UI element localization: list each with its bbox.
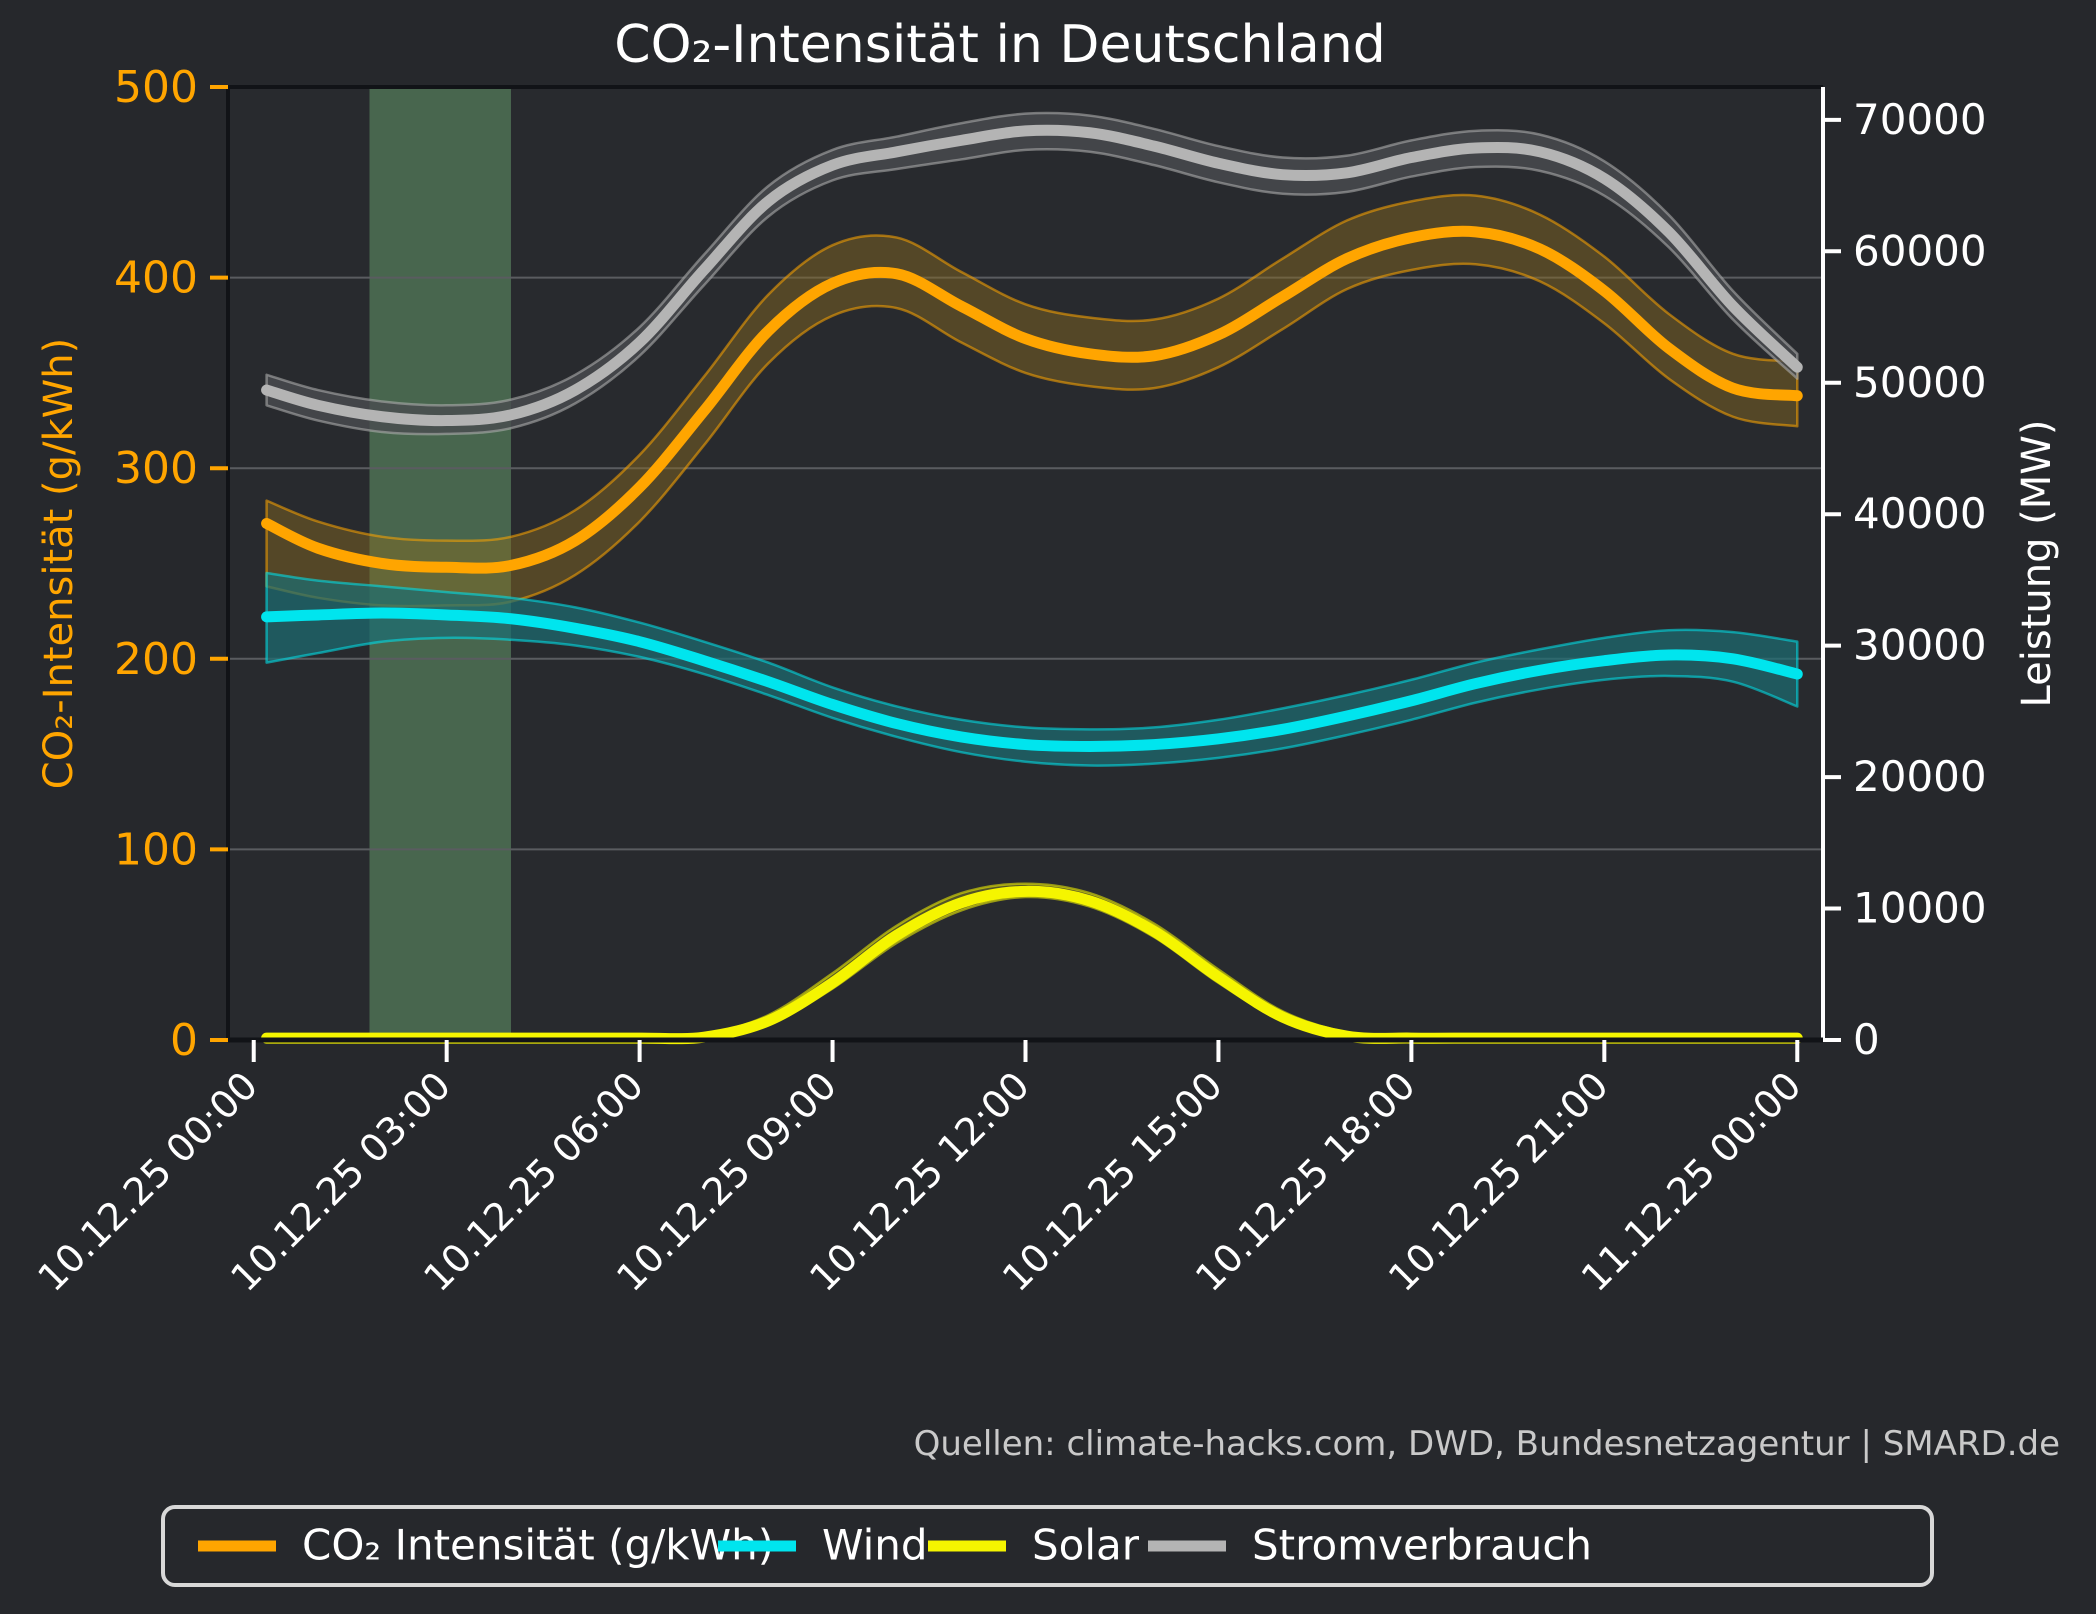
legend-label-3[interactable]: Solar [1032,1521,1140,1570]
y-tick-label-left-5: 500 [114,62,198,113]
y-tick-label-left-1: 100 [114,824,198,875]
y-axis-title-right: Leistung (MW) [2014,420,2060,708]
legend-box [161,1505,1934,1587]
y-tick-label-right-1: 10000 [1853,884,1987,933]
legend-label-1[interactable]: CO₂ Intensität (g/kWh) [302,1521,774,1570]
y-tick-label-right-4: 40000 [1853,489,1987,538]
y-tick-label-right-0: 0 [1853,1015,1880,1064]
series-line-2 [261,607,1803,752]
y-tick-label-left-2: 200 [114,634,198,685]
series-line-1 [261,225,1803,574]
legend-label-4[interactable]: Stromverbrauch [1252,1521,1592,1570]
y-tick-label-left-3: 300 [114,443,198,494]
axis-titles: CO₂-Intensität (g/kWh) Leistung (MW) [36,338,2060,789]
y-tick-label-left-4: 400 [114,253,198,304]
y-tick-label-right-5: 50000 [1853,358,1987,407]
chart-legend[interactable]: CO₂ Intensität (g/kWh) Wind Solar Stromverb… [161,1505,1934,1587]
y-tick-label-right-6: 60000 [1853,226,1987,275]
series-line-4 [261,124,1803,427]
page-title: CO₂-Intensität in Deutschland [614,15,1385,75]
legend-label-2[interactable]: Wind [822,1521,928,1570]
axis-ticks: 0 100 200 300 400 500 0 10000 20000 30000 40000 500… [114,62,1987,1066]
source-note: Quellen: climate-hacks.com, DWD, Bundesn… [914,1424,2060,1464]
y-tick-label-right-2: 20000 [1853,752,1987,801]
y-axis-title-left: CO₂-Intensität (g/kWh) [36,338,82,789]
y-tick-label-left-0: 0 [170,1015,198,1066]
uncertainty-band-2 [265,571,1799,767]
y-tick-label-right-7: 70000 [1853,95,1987,144]
y-tick-label-right-3: 30000 [1853,621,1987,670]
